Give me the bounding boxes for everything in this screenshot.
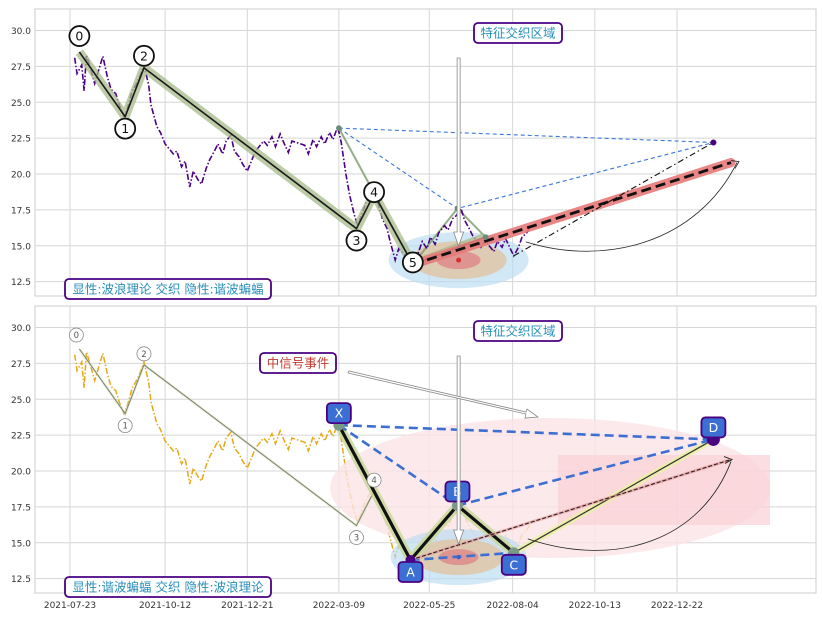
callout-arrow <box>453 355 465 546</box>
wave-label-text: 0 <box>75 29 83 44</box>
harmonic-point-marker <box>482 234 489 240</box>
harmonic-dashed-ac <box>410 551 514 562</box>
x-tick-label: 2021-10-12 <box>139 601 191 611</box>
pattern-callout-box <box>64 278 272 300</box>
d-point-marker <box>710 139 717 146</box>
y-tick-label: 20.0 <box>11 171 31 181</box>
wave-label-text: 2 <box>141 350 146 360</box>
y-tick-label: 17.5 <box>11 503 31 513</box>
wave-label-circle <box>363 181 385 204</box>
xabc-path <box>337 424 515 562</box>
wave-label-circle <box>366 472 382 488</box>
x-tick-label: 2022-03-09 <box>313 601 366 611</box>
y-tick-label: 12.5 <box>11 278 31 288</box>
y-tick-label: 15.0 <box>11 539 31 549</box>
harmonic-label-box <box>700 416 727 439</box>
forecast-arrow-head <box>723 456 734 464</box>
feature-callout-text: 特征交织区域 <box>480 26 555 41</box>
wave-label-text: 1 <box>121 121 129 136</box>
pattern-callout-text: 显性:波浪理论 交织 隐性:谐波蝙蝠 <box>72 282 263 297</box>
y-tick-label: 20.0 <box>11 468 31 478</box>
y-tick-label: 27.5 <box>11 63 31 73</box>
y-tick-label: 30.0 <box>11 324 31 334</box>
wave-label-text: 2 <box>140 48 148 63</box>
focus-center-dot <box>456 554 461 560</box>
wave-label-circle <box>401 251 424 274</box>
x-tick-label: 2022-10-13 <box>569 601 621 611</box>
wave-label-text: 5 <box>409 255 417 270</box>
wave-label-circle <box>133 44 155 67</box>
pattern-callout-text: 显性:谐波蝙蝠 交织 隐性:波浪理论 <box>72 580 264 595</box>
chart-panel-top: 12.5 15.0 17.5 20.0 22.5 25.0 27.5 30.0 0 1 2 3 4 5 特征… <box>11 8 817 300</box>
y-tick-label: 25.0 <box>11 396 31 406</box>
harmonic-label-text: A <box>406 564 415 579</box>
harmonic-label-box <box>397 561 424 583</box>
y-tick-label: 25.0 <box>11 99 31 109</box>
x-tick-label: 2021-12-21 <box>221 601 273 611</box>
signal-event-arrow <box>347 370 540 419</box>
chart-panel-bottom: 12.515.017.520.022.525.027.530.001234XAB… <box>11 305 817 611</box>
feature-callout-box <box>473 22 563 44</box>
y-tick-label: 22.5 <box>11 135 31 145</box>
wave-label-text: 4 <box>370 185 378 200</box>
signal-event-callout-text: 中信号事件 <box>267 356 330 371</box>
y-tick-label: 12.5 <box>11 575 31 585</box>
forecast-dashed-line <box>410 459 732 561</box>
dashdot-projection <box>513 141 714 257</box>
pattern-callout-box <box>64 576 272 598</box>
wave-label-text: 4 <box>371 476 376 486</box>
y-tick-label: 22.5 <box>11 432 31 442</box>
wave-label-circle <box>345 229 368 252</box>
harmonic-point-marker <box>336 125 342 131</box>
wave-label-circle <box>136 346 152 362</box>
feature-callout-box <box>473 320 563 342</box>
harmonic-label-text: X <box>335 406 344 421</box>
x-tick-label: 2022-05-25 <box>403 601 455 611</box>
x-tick-label: 2021-07-23 <box>44 601 96 611</box>
x-tick-label: 2022-12-22 <box>651 601 703 611</box>
harmonic-dashed-xb <box>338 424 459 507</box>
harmonic-label-box <box>500 553 527 576</box>
curved-arrow-head <box>730 160 740 169</box>
y-tick-label: 15.0 <box>11 242 31 252</box>
curved-arrow <box>525 162 738 252</box>
harmonic-label-text: C <box>509 557 518 572</box>
wave-label-circle <box>117 418 133 434</box>
y-tick-label: 27.5 <box>11 360 31 370</box>
wave-label-text: 3 <box>354 534 359 544</box>
wave-label-text: 3 <box>352 233 360 248</box>
callout-arrow <box>453 57 465 248</box>
wave-label-text: 0 <box>74 331 79 341</box>
wave-label-text: 1 <box>122 422 127 432</box>
wave-label-circle <box>349 530 364 545</box>
harmonic-dashed-bd <box>457 438 714 507</box>
harmonic-label-box <box>325 402 352 425</box>
focus-center-dot <box>456 257 462 263</box>
wave-label-circle <box>68 327 84 343</box>
feature-callout-text: 特征交织区域 <box>480 324 555 339</box>
y-tick-label: 30.0 <box>11 27 31 37</box>
harmonic-label-text: D <box>709 420 719 435</box>
harmonic-dashed-xd <box>338 423 714 441</box>
wave-label-circle <box>68 25 91 47</box>
curved-arrow <box>527 461 732 551</box>
forecast-dashed-line <box>412 161 732 266</box>
wave-label-circle <box>114 117 137 140</box>
x-tick-label: 2022-08-04 <box>486 601 539 611</box>
y-tick-label: 17.5 <box>11 206 31 216</box>
signal-event-callout-box <box>259 352 337 374</box>
